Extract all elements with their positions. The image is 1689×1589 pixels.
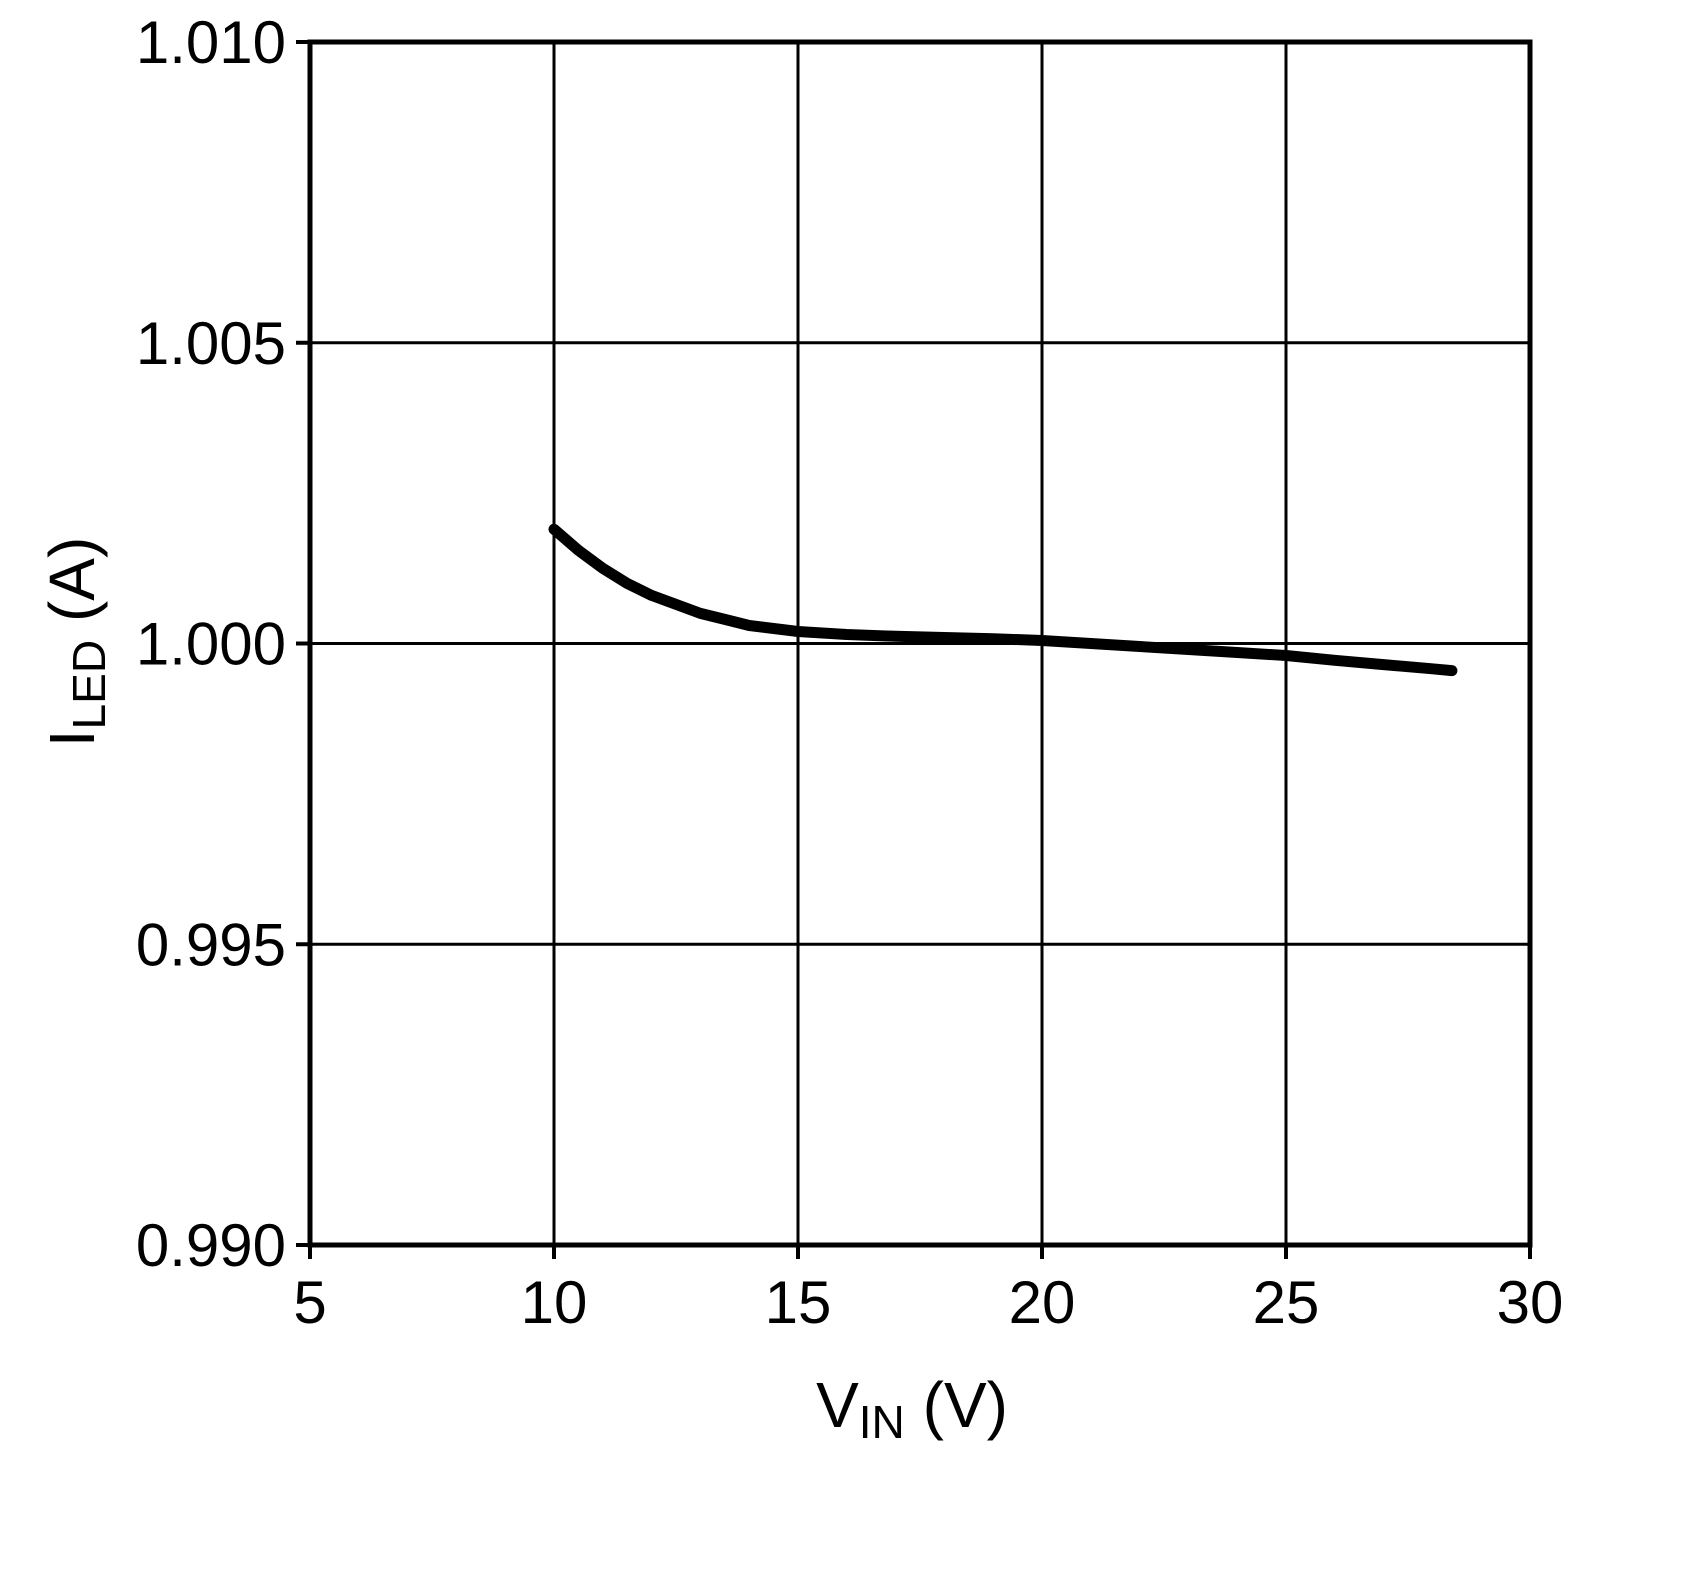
plot-border [307, 39, 1533, 1248]
x-tick-label: 25 [1253, 1269, 1320, 1336]
series-line [548, 523, 1458, 677]
x-axis-label: VIN (V) [816, 1368, 1008, 1445]
y-tick-label: 0.990 [136, 1212, 286, 1279]
y-axis-label: ILED (A) [35, 536, 115, 748]
x-tick-label: 10 [521, 1269, 588, 1336]
y-axis-label-unit: (A) [36, 536, 108, 640]
x-tick-label: 30 [1497, 1269, 1564, 1336]
x-tick-label: 20 [1009, 1269, 1076, 1336]
x-axis-label-subscript: IN [858, 1396, 905, 1449]
y-tick-label: 1.005 [136, 310, 286, 377]
y-tick-label: 1.010 [136, 9, 286, 76]
y-tick-label: 1.000 [136, 611, 286, 678]
y-tick-label: 0.995 [136, 911, 286, 978]
x-tick-label: 5 [293, 1269, 326, 1336]
x-axis-label-unit: (V) [904, 1369, 1008, 1441]
y-axis-label-symbol: I [36, 729, 108, 748]
y-axis-label-subscript: LED [63, 639, 116, 730]
x-tick-label: 15 [765, 1269, 832, 1336]
x-axis-label-symbol: V [816, 1369, 859, 1441]
